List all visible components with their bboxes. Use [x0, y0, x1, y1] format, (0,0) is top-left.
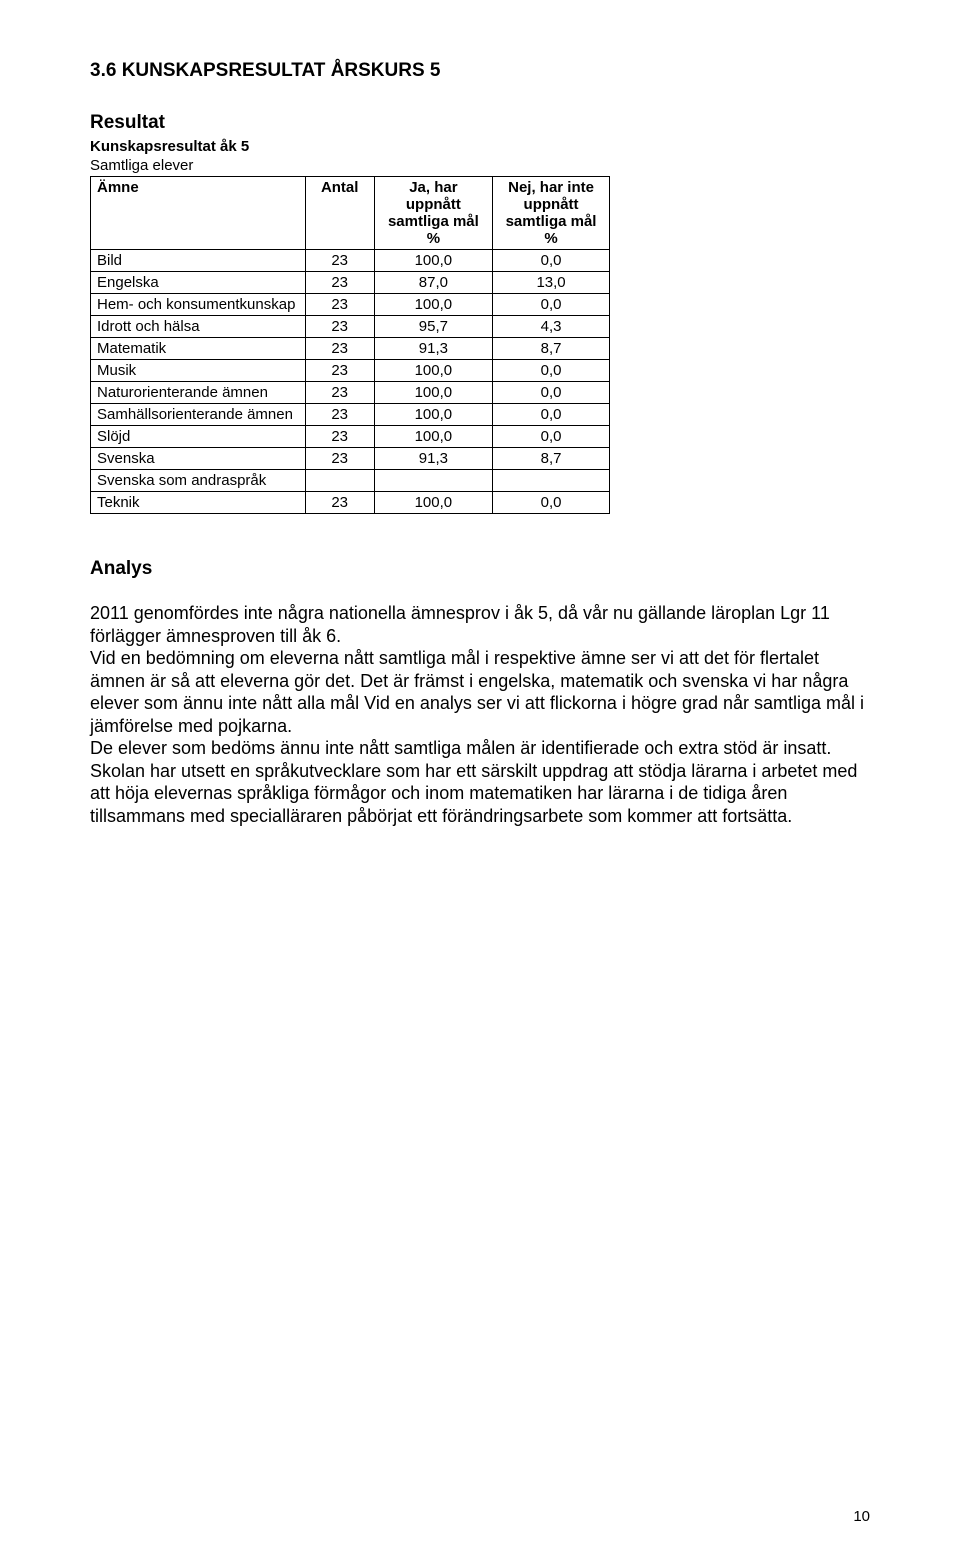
cell-count: 23 — [305, 272, 374, 294]
section-heading: 3.6 KUNSKAPSRESULTAT ÅRSKURS 5 — [90, 60, 870, 82]
cell-subject: Bild — [91, 250, 306, 272]
cell-yes: 100,0 — [374, 426, 492, 448]
cell-subject: Svenska — [91, 448, 306, 470]
page: 3.6 KUNSKAPSRESULTAT ÅRSKURS 5 Resultat … — [0, 0, 960, 1555]
cell-no: 0,0 — [493, 404, 610, 426]
cell-count: 23 — [305, 338, 374, 360]
table-row: Samhällsorienterande ämnen23100,00,0 — [91, 404, 610, 426]
cell-subject: Engelska — [91, 272, 306, 294]
cell-count: 23 — [305, 294, 374, 316]
subset-label: Samtliga elever — [90, 157, 870, 174]
analysis-paragraph: 2011 genomfördes inte några nationella ä… — [90, 602, 870, 827]
cell-no: 0,0 — [493, 360, 610, 382]
cell-count: 23 — [305, 426, 374, 448]
cell-count: 23 — [305, 316, 374, 338]
cell-subject: Samhällsorienterande ämnen — [91, 404, 306, 426]
cell-yes: 91,3 — [374, 448, 492, 470]
table-row: Musik23100,00,0 — [91, 360, 610, 382]
analysis-label: Analys — [90, 558, 870, 580]
analysis-body: 2011 genomfördes inte några nationella ä… — [90, 602, 870, 827]
cell-count: 23 — [305, 382, 374, 404]
cell-no: 8,7 — [493, 448, 610, 470]
cell-count: 23 — [305, 492, 374, 514]
cell-count: 23 — [305, 250, 374, 272]
table-row: Svenska2391,38,7 — [91, 448, 610, 470]
table-row: Idrott och hälsa2395,74,3 — [91, 316, 610, 338]
results-table: Ämne Antal Ja, har uppnått samtliga mål … — [90, 176, 610, 514]
cell-subject: Musik — [91, 360, 306, 382]
table-row: Teknik23100,00,0 — [91, 492, 610, 514]
cell-no: 0,0 — [493, 250, 610, 272]
result-label: Resultat — [90, 112, 870, 134]
cell-yes: 87,0 — [374, 272, 492, 294]
cell-no: 0,0 — [493, 426, 610, 448]
cell-yes: 100,0 — [374, 382, 492, 404]
table-row: Hem- och konsumentkunskap23100,00,0 — [91, 294, 610, 316]
table-row: Bild23100,00,0 — [91, 250, 610, 272]
cell-subject: Hem- och konsumentkunskap — [91, 294, 306, 316]
cell-subject: Slöjd — [91, 426, 306, 448]
table-row: Engelska2387,013,0 — [91, 272, 610, 294]
col-header-count: Antal — [305, 177, 374, 250]
cell-subject: Svenska som andraspråk — [91, 470, 306, 492]
cell-no: 0,0 — [493, 492, 610, 514]
cell-subject: Matematik — [91, 338, 306, 360]
cell-yes: 100,0 — [374, 404, 492, 426]
cell-no: 8,7 — [493, 338, 610, 360]
cell-yes: 100,0 — [374, 360, 492, 382]
cell-yes: 100,0 — [374, 294, 492, 316]
cell-subject: Naturorienterande ämnen — [91, 382, 306, 404]
cell-count: 23 — [305, 404, 374, 426]
col-header-yes: Ja, har uppnått samtliga mål % — [374, 177, 492, 250]
col-header-no: Nej, har inte uppnått samtliga mål % — [493, 177, 610, 250]
table-header-row: Ämne Antal Ja, har uppnått samtliga mål … — [91, 177, 610, 250]
cell-no: 4,3 — [493, 316, 610, 338]
table-title: Kunskapsresultat åk 5 — [90, 138, 870, 155]
col-header-subject: Ämne — [91, 177, 306, 250]
cell-count: 23 — [305, 360, 374, 382]
table-row: Naturorienterande ämnen23100,00,0 — [91, 382, 610, 404]
table-row: Slöjd23100,00,0 — [91, 426, 610, 448]
cell-no: 0,0 — [493, 294, 610, 316]
page-number: 10 — [853, 1508, 870, 1525]
cell-no: 13,0 — [493, 272, 610, 294]
cell-count: 23 — [305, 448, 374, 470]
table-row: Matematik2391,38,7 — [91, 338, 610, 360]
cell-count — [305, 470, 374, 492]
cell-yes: 100,0 — [374, 250, 492, 272]
table-row: Svenska som andraspråk — [91, 470, 610, 492]
cell-yes: 95,7 — [374, 316, 492, 338]
cell-subject: Idrott och hälsa — [91, 316, 306, 338]
cell-no — [493, 470, 610, 492]
cell-yes — [374, 470, 492, 492]
cell-yes: 91,3 — [374, 338, 492, 360]
cell-subject: Teknik — [91, 492, 306, 514]
cell-no: 0,0 — [493, 382, 610, 404]
cell-yes: 100,0 — [374, 492, 492, 514]
